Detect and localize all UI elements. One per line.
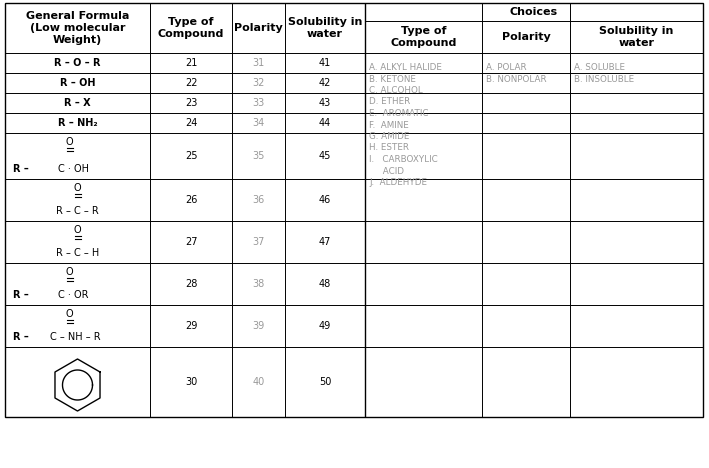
Text: ACID: ACID — [369, 167, 404, 176]
Text: B. KETONE: B. KETONE — [369, 74, 416, 83]
Text: C · OH: C · OH — [58, 164, 89, 174]
Text: Type of
Compound: Type of Compound — [158, 17, 224, 39]
Text: F.  AMINE: F. AMINE — [369, 120, 409, 130]
Text: O: O — [74, 225, 82, 235]
Text: 23: 23 — [185, 98, 197, 108]
Text: O: O — [66, 137, 73, 147]
Text: 42: 42 — [319, 78, 331, 88]
Text: 43: 43 — [319, 98, 331, 108]
Text: 30: 30 — [185, 377, 197, 387]
Text: O: O — [66, 267, 73, 277]
Text: 41: 41 — [319, 58, 331, 68]
Text: 24: 24 — [185, 118, 197, 128]
Text: R –: R – — [13, 332, 29, 342]
Text: 21: 21 — [185, 58, 197, 68]
Text: A. POLAR: A. POLAR — [486, 63, 527, 72]
Text: R – OH: R – OH — [60, 78, 95, 88]
Text: R –: R – — [13, 290, 29, 300]
Text: J.  ALDEHYDE: J. ALDEHYDE — [369, 178, 427, 187]
Text: R – C – R: R – C – R — [56, 206, 99, 216]
Text: Choices: Choices — [510, 7, 558, 17]
Text: 22: 22 — [185, 78, 197, 88]
Text: 34: 34 — [252, 118, 264, 128]
Text: C. ALCOHOL: C. ALCOHOL — [369, 86, 423, 95]
Text: 33: 33 — [252, 98, 264, 108]
Text: Polarity: Polarity — [502, 32, 550, 42]
Text: 26: 26 — [185, 195, 197, 205]
Text: I.   CARBOXYLIC: I. CARBOXYLIC — [369, 155, 437, 164]
Text: A. ALKYL HALIDE: A. ALKYL HALIDE — [369, 63, 442, 72]
Text: 29: 29 — [185, 321, 197, 331]
Text: R – O – R: R – O – R — [55, 58, 101, 68]
Text: Solubility in
water: Solubility in water — [288, 17, 362, 39]
Text: Solubility in
water: Solubility in water — [599, 26, 674, 48]
Text: 44: 44 — [319, 118, 331, 128]
Text: R –: R – — [13, 164, 29, 174]
Text: 49: 49 — [319, 321, 331, 331]
Text: B. INSOLUBLE: B. INSOLUBLE — [574, 74, 634, 83]
Text: 25: 25 — [185, 151, 197, 161]
Text: 36: 36 — [252, 195, 264, 205]
Text: 39: 39 — [252, 321, 264, 331]
Text: E.  AROMATIC: E. AROMATIC — [369, 109, 428, 118]
Text: 45: 45 — [319, 151, 331, 161]
Text: 27: 27 — [185, 237, 197, 247]
Text: G. AMIDE: G. AMIDE — [369, 132, 409, 141]
Text: Polarity: Polarity — [234, 23, 283, 33]
Text: 40: 40 — [252, 377, 264, 387]
Text: 48: 48 — [319, 279, 331, 289]
Text: 38: 38 — [252, 279, 264, 289]
Bar — [5, 3, 703, 417]
Text: R – C – H: R – C – H — [56, 248, 99, 258]
Text: 31: 31 — [252, 58, 264, 68]
Text: 47: 47 — [319, 237, 331, 247]
Text: R – NH₂: R – NH₂ — [57, 118, 97, 128]
Text: 28: 28 — [185, 279, 197, 289]
Text: R – X: R – X — [65, 98, 91, 108]
Text: D. ETHER: D. ETHER — [369, 97, 411, 107]
Text: C · OR: C · OR — [58, 290, 89, 300]
Text: 50: 50 — [319, 377, 331, 387]
Text: 35: 35 — [252, 151, 264, 161]
Text: 37: 37 — [252, 237, 264, 247]
Text: 32: 32 — [252, 78, 264, 88]
Text: B. NONPOLAR: B. NONPOLAR — [486, 74, 547, 83]
Text: A. SOLUBLE: A. SOLUBLE — [574, 63, 625, 72]
Text: O: O — [74, 183, 82, 193]
Text: C – NH – R: C – NH – R — [50, 332, 101, 342]
Text: H. ESTER: H. ESTER — [369, 144, 409, 153]
Text: O: O — [66, 309, 73, 319]
Text: 46: 46 — [319, 195, 331, 205]
Text: Type of
Compound: Type of Compound — [391, 26, 457, 48]
Text: General Formula
(Low molecular
Weight): General Formula (Low molecular Weight) — [26, 11, 129, 45]
